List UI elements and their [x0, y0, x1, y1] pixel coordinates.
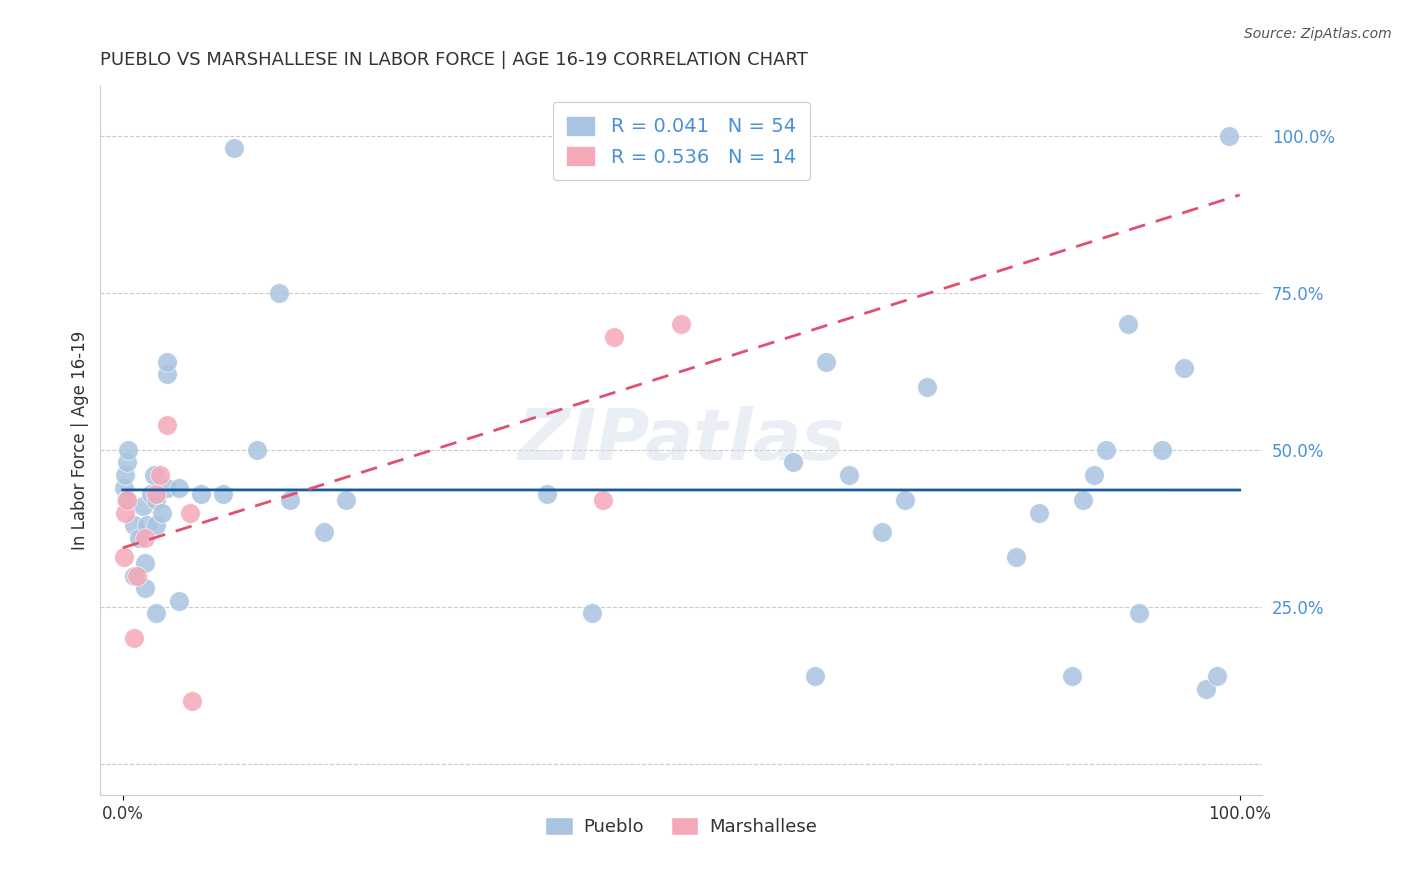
Point	[145, 606, 167, 620]
Point	[1116, 317, 1139, 331]
Point	[127, 568, 149, 582]
Point	[156, 355, 179, 369]
Point	[122, 632, 145, 646]
Point	[870, 524, 893, 539]
Point	[1094, 442, 1116, 457]
Point	[132, 500, 155, 514]
Point	[669, 317, 692, 331]
Point	[145, 518, 167, 533]
Point	[1071, 493, 1094, 508]
Point	[167, 481, 190, 495]
Point	[915, 380, 938, 394]
Point	[1083, 468, 1105, 483]
Point	[224, 141, 246, 155]
Point	[143, 468, 166, 483]
Point	[1028, 506, 1050, 520]
Point	[335, 493, 357, 508]
Point	[114, 468, 136, 483]
Point	[536, 487, 558, 501]
Point	[312, 524, 335, 539]
Point	[267, 285, 290, 300]
Point	[115, 493, 138, 508]
Point	[122, 518, 145, 533]
Point	[1005, 549, 1028, 564]
Point	[167, 593, 190, 607]
Point	[156, 417, 179, 432]
Point	[212, 487, 235, 501]
Point	[179, 506, 201, 520]
Point	[1150, 442, 1173, 457]
Point	[838, 468, 860, 483]
Point	[115, 455, 138, 469]
Point	[122, 568, 145, 582]
Point	[893, 493, 915, 508]
Point	[134, 581, 156, 595]
Text: PUEBLO VS MARSHALLESE IN LABOR FORCE | AGE 16-19 CORRELATION CHART: PUEBLO VS MARSHALLESE IN LABOR FORCE | A…	[100, 51, 808, 69]
Point	[117, 442, 139, 457]
Point	[114, 506, 136, 520]
Point	[278, 493, 301, 508]
Point	[156, 368, 179, 382]
Point	[156, 481, 179, 495]
Point	[112, 549, 135, 564]
Point	[181, 694, 204, 708]
Point	[134, 531, 156, 545]
Point	[1128, 606, 1150, 620]
Point	[804, 669, 827, 683]
Point	[592, 493, 614, 508]
Point	[1195, 681, 1218, 696]
Point	[148, 468, 170, 483]
Point	[128, 531, 150, 545]
Point	[815, 355, 838, 369]
Point	[134, 556, 156, 570]
Point	[115, 493, 138, 508]
Point	[1206, 669, 1229, 683]
Point	[145, 493, 167, 508]
Point	[581, 606, 603, 620]
Point	[1218, 128, 1240, 143]
Point	[150, 506, 173, 520]
Text: ZIPatlas: ZIPatlas	[517, 406, 845, 475]
Text: Source: ZipAtlas.com: Source: ZipAtlas.com	[1244, 27, 1392, 41]
Point	[782, 455, 804, 469]
Point	[112, 481, 135, 495]
Point	[190, 487, 212, 501]
Point	[139, 487, 162, 501]
Point	[136, 518, 159, 533]
Y-axis label: In Labor Force | Age 16-19: In Labor Force | Age 16-19	[72, 331, 89, 550]
Point	[1062, 669, 1084, 683]
Legend: Pueblo, Marshallese: Pueblo, Marshallese	[538, 809, 824, 843]
Point	[1173, 361, 1195, 376]
Point	[246, 442, 269, 457]
Point	[603, 330, 626, 344]
Point	[145, 487, 167, 501]
